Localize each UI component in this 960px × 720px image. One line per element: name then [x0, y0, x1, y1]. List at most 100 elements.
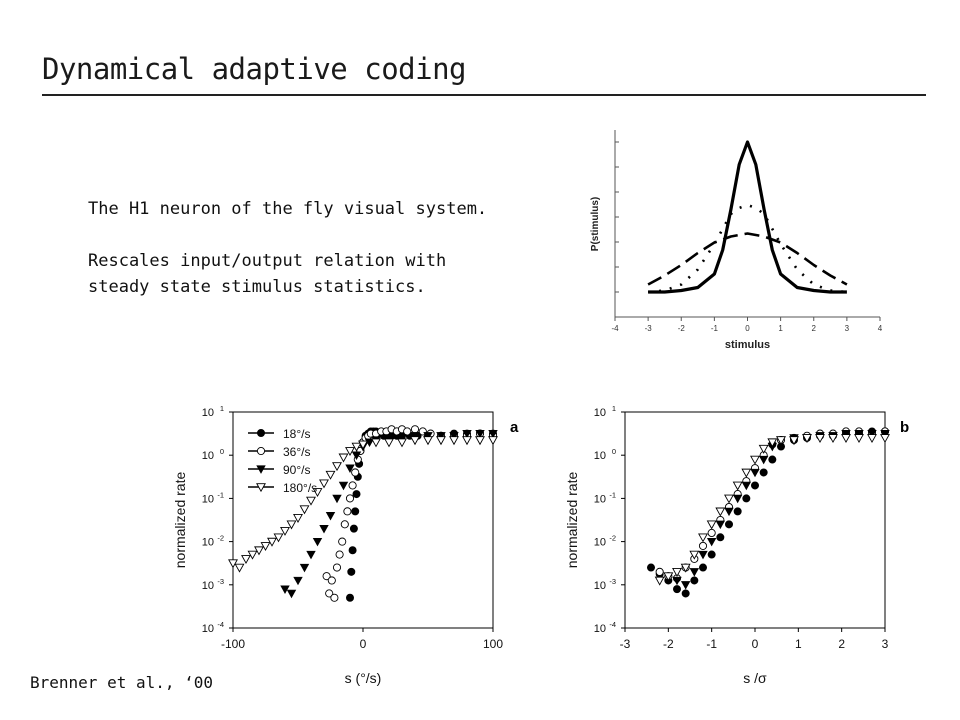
- y-tick-label: 10: [594, 407, 606, 419]
- stimulus-distribution-chart: -4 -3 -2 -1 0 1 2 3 4 stimulus P(stimulus): [590, 130, 883, 351]
- legend-marker: [256, 465, 266, 474]
- data-point: [436, 432, 446, 441]
- y-axis-label: P(stimulus): [590, 197, 601, 251]
- data-point: [358, 440, 368, 450]
- y-tick-label: 10: [202, 407, 214, 419]
- data-point: [854, 429, 864, 439]
- data-point: [867, 429, 877, 439]
- data-point: [349, 524, 358, 533]
- data-point: [338, 537, 347, 546]
- data-point: [672, 568, 682, 577]
- data-point: [449, 432, 459, 441]
- data-point: [741, 481, 752, 491]
- y-tick-label: 10: [202, 493, 214, 505]
- data-point: [681, 589, 690, 598]
- data-point: [345, 494, 355, 503]
- data-point: [698, 550, 708, 560]
- x-tick-label: -1: [711, 324, 719, 333]
- chart-series: [647, 427, 890, 598]
- x-tick-label: -1: [706, 637, 717, 651]
- data-point: [351, 451, 362, 461]
- y-tick-label: 10: [594, 623, 606, 635]
- body-line-2: Rescales input/output relation with stea…: [88, 251, 447, 297]
- x-tick-label: 3: [845, 324, 850, 333]
- data-point: [332, 563, 342, 572]
- data-point: [880, 429, 890, 439]
- data-point: [663, 572, 674, 582]
- x-tick-label: -3: [620, 637, 631, 651]
- body-line-1: The H1 neuron of the fly visual system.: [88, 199, 488, 219]
- series-3: [654, 434, 890, 586]
- data-point: [345, 593, 354, 602]
- data-point: [706, 520, 717, 530]
- y-tick-exponent: -2: [609, 534, 616, 543]
- y-tick-exponent: 1: [220, 404, 224, 413]
- data-point: [403, 427, 412, 436]
- legend-marker: [256, 483, 266, 493]
- x-tick-label: 3: [882, 637, 889, 651]
- data-point: [273, 533, 284, 543]
- data-point: [234, 563, 245, 573]
- legend-label: 36°/s: [283, 445, 310, 459]
- data-point: [423, 436, 433, 446]
- series-2: [663, 429, 890, 590]
- data-point: [280, 526, 290, 536]
- chart-series: [647, 140, 848, 294]
- y-axis-label: normalized rate: [172, 472, 188, 569]
- x-axis-label: s /σ: [743, 670, 767, 686]
- x-tick-label: -4: [611, 324, 619, 333]
- data-point: [841, 434, 851, 444]
- data-point: [880, 434, 890, 444]
- y-tick-exponent: 1: [612, 404, 616, 413]
- y-axis-label: normalized rate: [564, 472, 580, 569]
- data-point: [299, 505, 310, 515]
- legend-label: 90°/s: [283, 463, 310, 477]
- data-point: [750, 481, 759, 490]
- data-point: [280, 585, 290, 594]
- series-dashed-line: [647, 232, 848, 286]
- data-point: [768, 455, 777, 464]
- x-tick-label: 1: [778, 324, 783, 333]
- series-solid-line: [648, 140, 847, 294]
- data-point: [707, 528, 716, 538]
- series-0: [345, 427, 497, 602]
- x-tick-label: -3: [645, 324, 653, 333]
- chart-axes: [229, 411, 494, 632]
- data-point: [338, 453, 349, 463]
- data-point: [325, 470, 336, 480]
- y-tick-label: 10: [202, 450, 214, 462]
- y-tick-exponent: -3: [217, 577, 224, 586]
- data-point: [750, 455, 760, 465]
- citation: Brenner et al., ‘00: [30, 673, 214, 692]
- data-point: [462, 436, 472, 446]
- data-point: [724, 507, 734, 517]
- y-tick-label: 10: [594, 493, 606, 505]
- data-point: [322, 572, 331, 581]
- data-point: [716, 533, 725, 542]
- y-tick-label: 10: [594, 537, 606, 549]
- data-point: [776, 436, 786, 446]
- data-point: [351, 468, 360, 477]
- data-point: [423, 432, 433, 441]
- data-point: [854, 434, 864, 444]
- data-point: [647, 563, 656, 572]
- data-point: [462, 429, 472, 439]
- data-point: [654, 576, 665, 586]
- data-point: [327, 576, 336, 585]
- data-point: [815, 434, 825, 444]
- data-point: [371, 438, 381, 448]
- data-point: [347, 567, 356, 576]
- x-tick-label: 0: [752, 637, 759, 651]
- x-tick-label: 100: [483, 637, 503, 651]
- data-point: [325, 589, 334, 598]
- slide-body: The H1 neuron of the fly visual system. …: [88, 196, 488, 300]
- data-point: [325, 512, 336, 521]
- data-point: [312, 488, 323, 498]
- x-tick-label: 0: [360, 637, 367, 651]
- data-point: [867, 434, 877, 444]
- y-tick-label: 10: [594, 450, 606, 462]
- data-point: [689, 550, 700, 560]
- data-point: [351, 442, 362, 452]
- chart-series: [228, 425, 498, 602]
- data-point: [345, 447, 355, 457]
